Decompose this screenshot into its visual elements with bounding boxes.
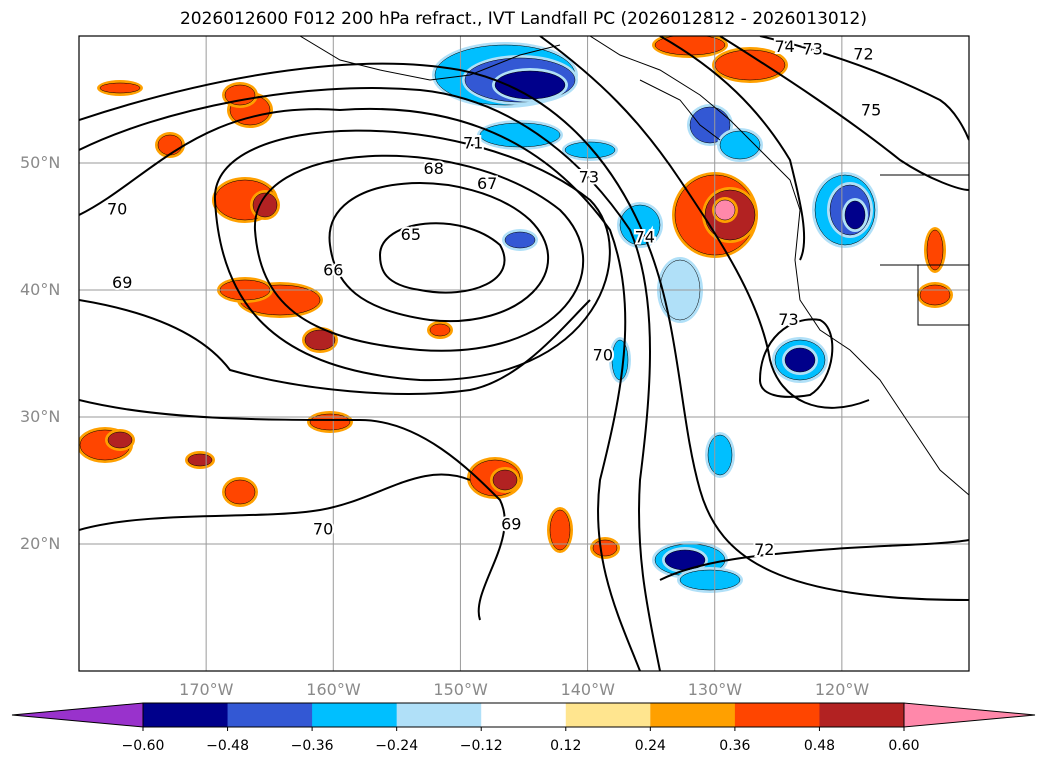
contour-label: 66 xyxy=(323,260,343,279)
contour-label: 70 xyxy=(313,520,333,539)
contour-label: 70 xyxy=(107,199,127,218)
colorbar-tick-label: 0.12 xyxy=(550,738,582,754)
contour-label: 72 xyxy=(754,540,774,559)
longitude-label: 130°W xyxy=(687,680,743,699)
colorbar-segment xyxy=(143,703,229,727)
colorbar-segment xyxy=(312,703,398,727)
contour-labels: 74 73 72 75 71 68 67 73 74 70 65 66 69 73 70 69 70 72 xyxy=(105,36,883,561)
colorbar-tick-label: −0.60 xyxy=(121,738,165,754)
map-frame xyxy=(78,35,970,672)
latitude-label: 50°N xyxy=(20,153,61,172)
colorbar-segment xyxy=(650,703,736,727)
latitude-label: 40°N xyxy=(20,280,61,299)
contour-label: 74 xyxy=(774,37,794,56)
contour-label: 69 xyxy=(501,514,521,533)
contour-label: 74 xyxy=(635,227,655,246)
colorbar-tick-label: −0.48 xyxy=(206,738,249,754)
refractivity-shading xyxy=(79,36,953,593)
colorbar-extend-low xyxy=(11,702,144,728)
longitude-label: 140°W xyxy=(560,680,615,699)
colorbar-segment xyxy=(227,703,313,727)
colorbar-segment xyxy=(565,703,651,727)
contour-label: 70 xyxy=(593,346,613,365)
colorbar xyxy=(11,702,1036,731)
colorbar-segment xyxy=(481,703,567,727)
map-title: 2026012600 F012 200 hPa refract., IVT La… xyxy=(179,9,867,29)
colorbar-tick-label: 0.60 xyxy=(888,738,920,754)
longitude-label: 120°W xyxy=(814,680,870,699)
contour-label: 72 xyxy=(853,45,873,64)
coastline xyxy=(299,36,969,496)
contour-label: 68 xyxy=(424,159,444,178)
contour-label: 65 xyxy=(401,225,421,244)
colorbar-tick-label: 0.24 xyxy=(634,738,666,754)
colorbar-tick-label: 0.36 xyxy=(719,738,751,754)
contour-label: 75 xyxy=(861,100,881,119)
colorbar-segment xyxy=(734,703,820,727)
colorbar-segment xyxy=(396,703,482,727)
contour-label: 73 xyxy=(778,310,798,329)
longitude-label: 170°W xyxy=(179,680,234,699)
colorbar-tick-label: −0.36 xyxy=(290,738,334,754)
contour-label: 71 xyxy=(463,133,483,152)
latitude-label: 20°N xyxy=(20,534,61,553)
latitude-label: 30°N xyxy=(20,407,61,426)
graticule xyxy=(79,36,969,671)
ivt-contours xyxy=(79,36,969,671)
colorbar-tick-label: −0.24 xyxy=(375,738,419,754)
colorbar-tick-label: −0.12 xyxy=(459,738,503,754)
colorbar-tick-label: 0.48 xyxy=(803,738,836,754)
contour-label: 67 xyxy=(477,174,497,193)
contour-label: 73 xyxy=(579,168,599,187)
longitude-label: 160°W xyxy=(306,680,361,699)
contour-label: 69 xyxy=(112,273,132,292)
colorbar-extend-high xyxy=(903,702,1036,728)
contour-label: 73 xyxy=(802,39,822,58)
colorbar-segment xyxy=(819,703,905,727)
longitude-label: 150°W xyxy=(433,680,488,699)
